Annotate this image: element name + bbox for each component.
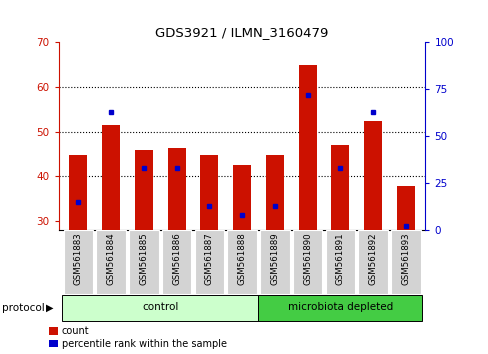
Bar <box>260 230 289 294</box>
Bar <box>96 230 125 294</box>
Text: microbiota depleted: microbiota depleted <box>287 302 392 313</box>
Bar <box>162 230 191 294</box>
Text: GSM561888: GSM561888 <box>237 232 246 285</box>
Bar <box>396 186 414 230</box>
Bar <box>102 125 120 230</box>
Text: GSM561892: GSM561892 <box>368 232 377 285</box>
Text: protocol: protocol <box>2 303 45 313</box>
Bar <box>292 230 322 294</box>
Text: GSM561884: GSM561884 <box>106 232 115 285</box>
Bar <box>390 230 420 294</box>
Bar <box>69 155 87 230</box>
Text: GSM561885: GSM561885 <box>139 232 148 285</box>
Text: control: control <box>142 302 178 313</box>
Bar <box>129 230 158 294</box>
Bar <box>233 165 250 230</box>
Bar <box>227 230 256 294</box>
Bar <box>325 230 354 294</box>
Legend: count, percentile rank within the sample: count, percentile rank within the sample <box>49 326 226 349</box>
Bar <box>167 148 185 230</box>
Title: GDS3921 / ILMN_3160479: GDS3921 / ILMN_3160479 <box>155 25 328 39</box>
Text: GSM561891: GSM561891 <box>335 232 344 285</box>
Bar <box>298 65 316 230</box>
Text: ▶: ▶ <box>45 303 53 313</box>
Bar <box>258 295 421 321</box>
Text: GSM561890: GSM561890 <box>303 232 311 285</box>
Text: GSM561889: GSM561889 <box>270 232 279 285</box>
Bar <box>265 155 283 230</box>
Text: GSM561883: GSM561883 <box>74 232 82 285</box>
Bar <box>358 230 387 294</box>
Bar <box>330 145 348 230</box>
Bar <box>194 230 224 294</box>
Text: GSM561893: GSM561893 <box>401 232 409 285</box>
Bar <box>200 155 218 230</box>
Bar <box>63 230 93 294</box>
Text: GSM561887: GSM561887 <box>204 232 213 285</box>
Bar <box>363 121 381 230</box>
Bar <box>62 295 258 321</box>
Bar <box>135 150 153 230</box>
Text: GSM561886: GSM561886 <box>172 232 181 285</box>
